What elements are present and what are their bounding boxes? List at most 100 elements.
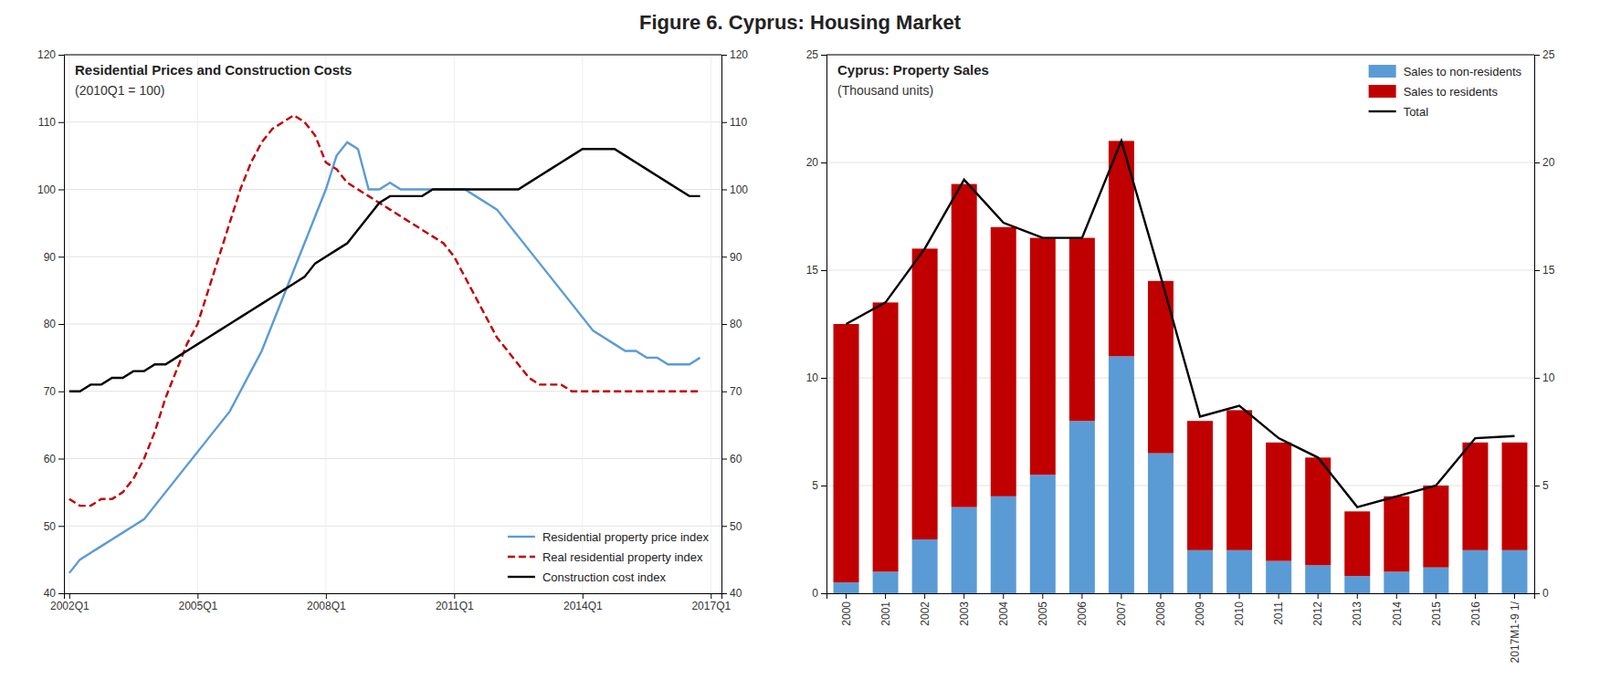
bar (833, 324, 860, 583)
tick-label: 2012 (1311, 601, 1325, 627)
bar (1030, 474, 1056, 594)
tick-label: 110 (729, 115, 748, 129)
grid-line (325, 54, 327, 594)
bar (1069, 421, 1095, 594)
tick: 2016 (1469, 593, 1483, 627)
tick-mark (58, 122, 64, 124)
tick-mark (1474, 593, 1476, 600)
tick: 15 (1534, 263, 1556, 277)
bar (873, 571, 899, 594)
chart-title: Cyprus: Property Sales (837, 62, 990, 78)
bar (1501, 550, 1527, 594)
tick-mark (721, 189, 727, 191)
legend-swatch (1368, 64, 1397, 78)
tick-mark (884, 593, 886, 600)
tick-label: 10 (806, 371, 820, 385)
tick-mark (721, 122, 727, 124)
tick: 2000 (840, 593, 853, 627)
grid-line (63, 458, 722, 460)
grid-line (826, 54, 1535, 56)
tick-label: 80 (43, 317, 57, 331)
bar (833, 582, 860, 594)
tick-mark (845, 593, 847, 600)
plot-frame (63, 54, 722, 56)
legend-item: Construction cost index (507, 570, 667, 585)
tick-mark (58, 459, 64, 461)
tick: 2014 (1390, 593, 1404, 627)
tick: 60 (43, 452, 64, 466)
bar (1344, 576, 1370, 594)
tick-label: 25 (1542, 48, 1556, 62)
tick-label: 50 (729, 520, 743, 534)
tick-label: 2009 (1193, 601, 1207, 627)
tick-label: 2015 (1430, 601, 1443, 627)
axis-line (64, 594, 723, 600)
axis: 2002Q12005Q12008Q12011Q12014Q12017Q1 (50, 593, 731, 613)
tick-mark (58, 54, 64, 56)
tick-label: 2003 (957, 601, 971, 627)
legend-label: Sales to non-residents (1403, 64, 1523, 79)
tick-mark (1357, 593, 1358, 600)
tick: 0 (1534, 587, 1549, 600)
tick-mark (1239, 593, 1241, 600)
tick-label: 2001 (879, 601, 893, 627)
tick-label: 100 (729, 183, 748, 197)
tick-mark (1514, 593, 1516, 600)
bar (1462, 550, 1488, 594)
axis-line (1535, 55, 1541, 595)
legend-swatch (507, 556, 536, 558)
tick-label: 2002 (918, 601, 932, 627)
chart-subtitle: (Thousand units) (837, 83, 934, 98)
tick-label: 100 (37, 183, 56, 197)
tick-mark (1159, 593, 1161, 600)
tick: 90 (43, 251, 64, 264)
tick-mark (1120, 593, 1122, 600)
tick-label: 2006 (1075, 601, 1089, 627)
tick: 0 (811, 587, 827, 600)
tick: 40 (43, 587, 64, 600)
tick-label: 20 (806, 156, 820, 169)
tick: 70 (43, 385, 64, 399)
tick: 20 (806, 156, 827, 169)
tick-label: 2016 (1469, 601, 1483, 627)
tick-label: 2004 (997, 601, 1011, 627)
tick-mark (1081, 593, 1083, 600)
legend-label: Sales to residents (1403, 84, 1499, 99)
legend-item: Sales to residents (1368, 84, 1499, 99)
legend-item: Total (1368, 105, 1430, 119)
bar (1383, 571, 1410, 594)
tick-mark (924, 593, 926, 600)
tick-mark (1534, 485, 1540, 487)
tick-mark (1396, 593, 1398, 600)
legend-swatch (507, 576, 536, 579)
tick-label: 2005Q1 (178, 600, 218, 613)
tick-label: 25 (806, 48, 820, 62)
bar-series (833, 140, 1528, 583)
tick: 2017Q1 (691, 593, 731, 613)
bar (990, 227, 1017, 497)
tick-mark (58, 526, 64, 527)
tick-mark (69, 593, 71, 600)
tick-label: 50 (43, 520, 57, 534)
tick-mark (721, 391, 727, 393)
legend-label: Construction cost index (542, 570, 667, 585)
grid-line (710, 54, 712, 594)
tick-label: 2017Q1 (691, 600, 731, 613)
tick-mark (1042, 593, 1043, 600)
tick-mark (1534, 54, 1540, 56)
bar (1108, 356, 1135, 594)
marks (833, 140, 1528, 594)
tick: 90 (721, 251, 743, 264)
tick-mark (58, 391, 64, 393)
tick: 2012 (1311, 593, 1325, 627)
tick: 80 (721, 317, 743, 331)
chart: 2002Q12005Q12008Q12011Q12014Q12017Q14050… (37, 48, 748, 612)
tick-label: 2017M1-9 1/ (1508, 600, 1522, 664)
tick: 5 (1534, 479, 1549, 493)
tick-mark (453, 593, 455, 600)
bar (1422, 485, 1449, 569)
tick-mark (1002, 593, 1004, 600)
tick-label: 2002Q1 (50, 600, 90, 613)
legend-item: Real residential property index (507, 550, 704, 565)
bar (1305, 565, 1331, 594)
